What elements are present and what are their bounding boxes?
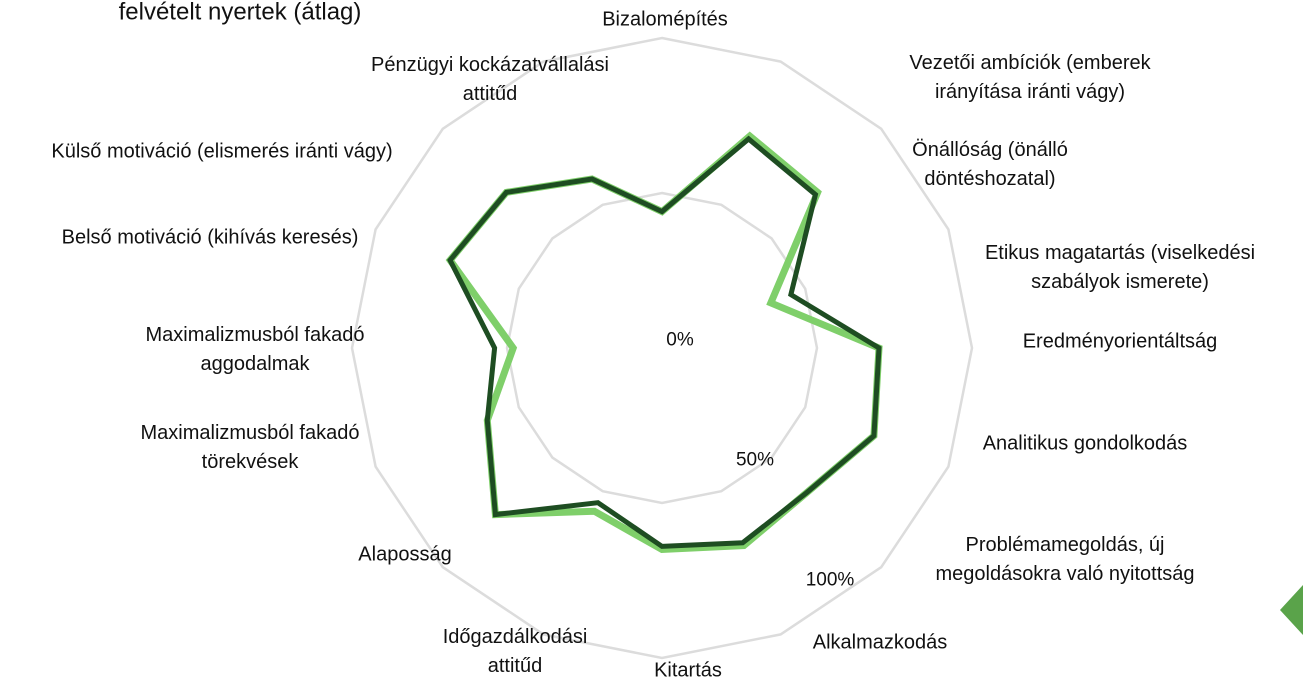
axis-label: Bizalomépítés — [602, 8, 728, 31]
tick-label: 0% — [666, 329, 694, 351]
axis-label: Vezetői ambíciók (emberek irányítása irá… — [909, 52, 1151, 103]
axis-label: Belső motiváció (kihívás keresés) — [61, 226, 359, 249]
axis-label: Maximalizmusból fakadó aggodalmak — [145, 324, 365, 375]
axis-label: Külső motiváció (elismerés iránti vágy) — [51, 140, 393, 163]
axis-label: Alkalmazkodás — [812, 631, 948, 654]
axis-label: Kitartás — [654, 659, 722, 682]
axis-label: Analitikus gondolkodás — [982, 432, 1188, 455]
corner-decoration — [1280, 585, 1303, 635]
grid-ring — [350, 36, 974, 660]
series-line — [447, 135, 882, 549]
axis-label: Problémamegoldás, új megoldásokra való n… — [935, 534, 1195, 585]
axis-label: Időgazdálkodási attitűd — [442, 626, 588, 677]
axis-label: Etikus magatartás (viselkedési szabályok… — [984, 242, 1256, 293]
tick-label: 50% — [735, 449, 775, 471]
tick-label: 100% — [805, 569, 855, 591]
legend-label: felvételt nyertek (átlag) — [118, 0, 362, 26]
axis-label: Maximalizmusból fakadó törekvések — [140, 422, 360, 473]
axis-label: Pénzügyi kockázatvállalási attitűd — [371, 54, 609, 105]
axis-label: Önállóság (önálló döntéshozatal) — [912, 139, 1068, 190]
axis-label: Alaposság — [358, 543, 452, 566]
axis-label: Eredményorientáltság — [1022, 330, 1218, 353]
